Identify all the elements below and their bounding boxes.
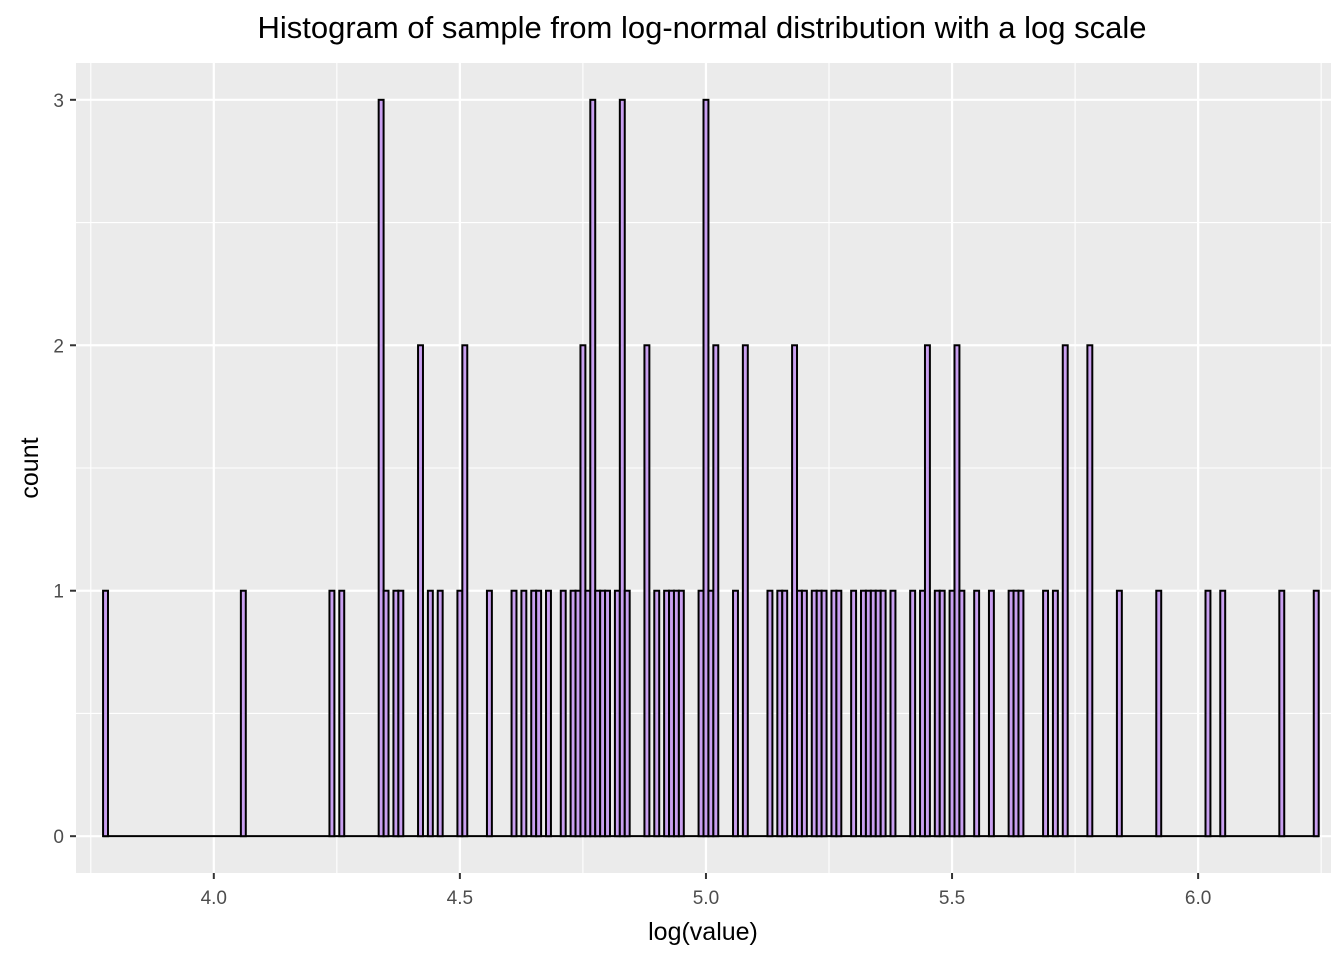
histogram-bar — [1086, 344, 1094, 838]
histogram-bar — [604, 589, 611, 838]
y-axis-ticks: 0 1 2 3 — [53, 91, 76, 848]
histogram-bar — [485, 589, 493, 838]
x-tick-label: 5.5 — [939, 888, 965, 909]
y-tick-label: 2 — [53, 336, 64, 357]
histogram-bar — [712, 344, 720, 838]
histogram-bar — [702, 98, 710, 838]
histogram-bar — [958, 589, 966, 838]
histogram-bar — [589, 98, 597, 838]
histogram-bar — [909, 589, 917, 838]
x-tick-label: 4.0 — [201, 888, 227, 909]
histogram-bar — [426, 589, 434, 838]
histogram-bar — [741, 344, 749, 838]
histogram-bar — [417, 344, 424, 838]
y-tick-label: 0 — [53, 827, 64, 848]
histogram-bar — [1017, 589, 1025, 838]
histogram-bar — [677, 589, 685, 838]
histogram-bar — [923, 344, 931, 838]
histogram-bar — [461, 344, 469, 838]
histogram-bar — [781, 589, 789, 838]
histogram-bar — [1312, 589, 1320, 838]
histogram-bar — [520, 589, 528, 838]
histogram-bar — [879, 589, 887, 838]
histogram-bar — [328, 589, 336, 838]
histogram-bar — [850, 589, 858, 838]
histogram-bar — [102, 589, 109, 838]
histogram-bar — [1204, 589, 1212, 838]
histogram-bar — [766, 589, 774, 838]
histogram-bar — [382, 589, 390, 838]
histogram-bar — [987, 589, 995, 838]
histogram-bars — [102, 98, 1320, 838]
x-tick-label: 5.0 — [693, 888, 719, 909]
histogram-bar — [623, 589, 631, 838]
histogram-bar — [397, 589, 405, 838]
y-axis-title: count — [16, 437, 44, 498]
histogram-bar — [1115, 589, 1123, 838]
histogram-bar — [1278, 589, 1286, 838]
histogram-bar — [436, 589, 444, 838]
histogram-bar — [1061, 344, 1069, 838]
chart-title: Histogram of sample from log-normal dist… — [257, 10, 1147, 45]
histogram-bar — [889, 589, 897, 838]
histogram-bar — [835, 589, 843, 838]
x-axis-ticks: 4.0 4.5 5.0 5.5 6.0 — [201, 873, 1211, 909]
histogram-bar — [653, 589, 661, 838]
histogram-bar — [510, 589, 518, 838]
x-axis-title: log(value) — [648, 918, 758, 946]
histogram-bar — [338, 589, 346, 838]
histogram-bar — [732, 589, 739, 838]
y-tick-label: 1 — [53, 582, 64, 603]
histogram-bar — [1155, 589, 1163, 838]
histogram-bar — [618, 98, 626, 838]
histogram-bar — [800, 589, 808, 838]
histogram-bar — [535, 589, 543, 838]
histogram-bar — [1051, 589, 1059, 838]
x-tick-label: 4.5 — [447, 888, 473, 909]
histogram-bar — [820, 589, 828, 838]
y-tick-label: 3 — [53, 91, 64, 112]
histogram-bar — [559, 589, 567, 838]
histogram-bar — [938, 589, 946, 838]
histogram-bar — [1042, 589, 1050, 838]
histogram-bar — [239, 589, 247, 838]
histogram-bar — [377, 98, 385, 838]
histogram-bar — [1219, 589, 1227, 838]
histogram-bar — [545, 589, 552, 838]
histogram-bar — [973, 589, 981, 838]
histogram-bar — [643, 344, 651, 838]
x-tick-label: 6.0 — [1185, 888, 1211, 909]
